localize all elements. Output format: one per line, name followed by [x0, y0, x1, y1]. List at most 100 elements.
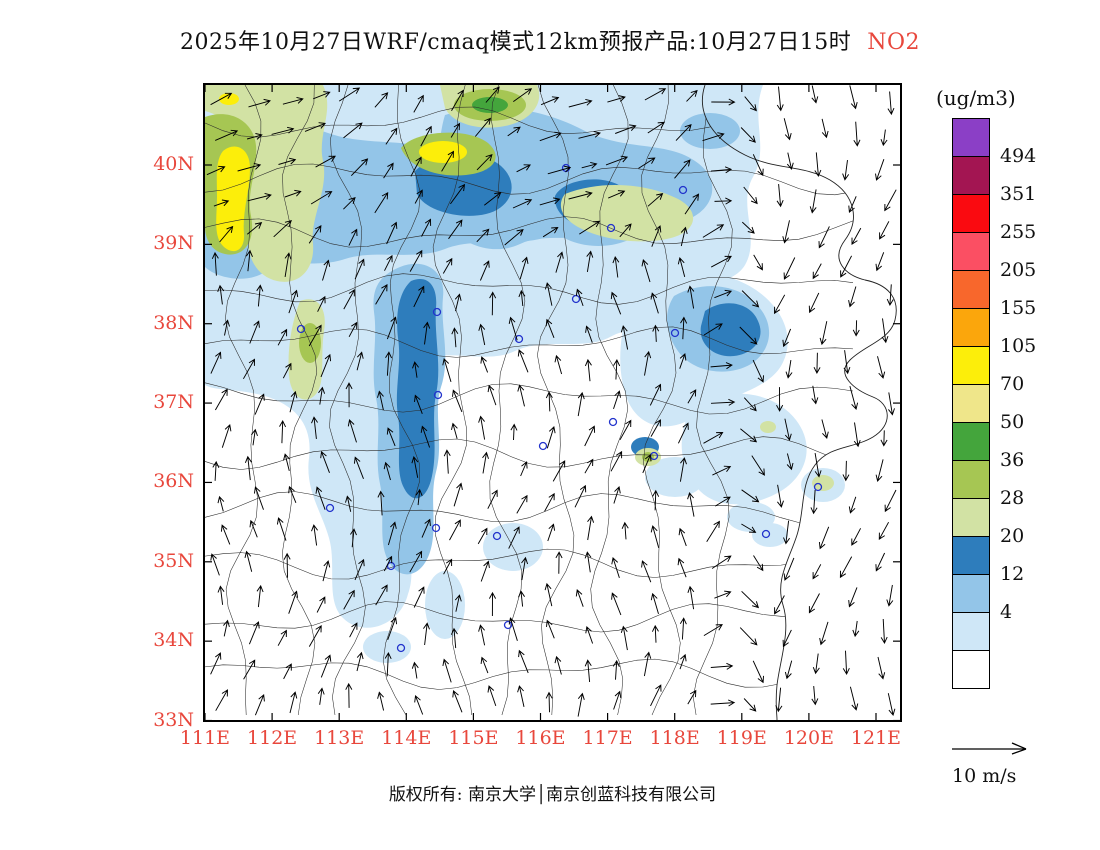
wind-arrow-icon	[818, 226, 830, 249]
wind-arrow-icon	[812, 564, 822, 580]
wind-arrow-icon	[555, 551, 563, 574]
wind-arrow-icon	[710, 662, 734, 670]
wind-arrow-icon	[579, 220, 601, 235]
wind-arrow-icon	[413, 94, 424, 113]
wind-arrow-icon	[518, 590, 525, 607]
wind-arrow-icon	[347, 419, 357, 443]
wind-arrow-icon	[619, 223, 632, 238]
colorbar-tick-label: 12	[1000, 563, 1025, 585]
wind-arrow-icon	[613, 359, 621, 380]
wind-arrow-icon	[415, 488, 423, 506]
wind-arrow-icon	[887, 693, 896, 716]
wind-arrow-icon	[516, 164, 531, 173]
wind-arrow-icon	[842, 160, 850, 181]
wind-arrow-icon	[774, 595, 785, 615]
wind-arrow-icon	[641, 259, 651, 283]
wind-arrow-icon	[489, 291, 497, 316]
lon-tick-label: 111E	[179, 727, 231, 749]
wind-arrow-icon	[420, 425, 431, 448]
lon-tick-label: 121E	[850, 727, 902, 749]
wind-arrow-icon	[377, 390, 384, 411]
wind-arrow-icon	[555, 251, 564, 273]
wind-arrow-icon	[277, 629, 287, 646]
wind-arrow-icon	[647, 192, 664, 207]
wind-arrow-icon	[586, 250, 594, 272]
wind-arrow-icon	[714, 496, 731, 507]
wind-arrow-icon	[374, 92, 389, 108]
wind-arrow-icon	[318, 386, 326, 405]
wind-arrow-icon	[752, 660, 764, 684]
wind-arrow-icon	[677, 257, 686, 278]
wind-arrow-icon	[384, 652, 392, 677]
wind-arrow-icon	[345, 495, 352, 512]
wind-arrow-icon	[711, 98, 736, 106]
wind-arrow-icon	[349, 622, 358, 638]
wind-arrow-icon	[545, 318, 555, 338]
no2-region	[219, 93, 239, 105]
colorbar-box	[952, 612, 990, 651]
lon-tick-label: 119E	[716, 727, 767, 749]
wind-arrow-icon	[308, 324, 322, 347]
wind-arrow-icon	[568, 191, 593, 200]
wind-arrow-icon	[740, 127, 756, 143]
station-marker	[433, 390, 443, 400]
wind-arrow-icon	[517, 685, 525, 708]
lat-tick-label: 35N	[153, 549, 194, 572]
wind-arrow-icon	[575, 288, 584, 307]
wind-arrow-icon	[540, 96, 560, 106]
wind-arrow-icon	[356, 651, 364, 672]
wind-arrow-icon	[256, 584, 264, 608]
wind-arrow-icon	[577, 692, 585, 717]
colorbar-tick-label: 36	[1000, 449, 1025, 471]
wind-arrow-icon	[886, 284, 894, 307]
wind-arrow-icon	[211, 251, 219, 276]
wind-arrow-icon	[474, 117, 492, 137]
wind-arrow-icon	[620, 325, 629, 350]
lat-tick-label: 34N	[153, 629, 194, 652]
colorbar-box	[952, 270, 990, 309]
wind-arrow-icon	[785, 360, 793, 379]
wind-arrow-icon	[886, 584, 894, 607]
wind-arrow-icon	[441, 150, 455, 172]
wind-arrow-icon	[480, 356, 489, 373]
wind-arrow-icon	[539, 131, 562, 142]
wind-arrow-icon	[643, 651, 652, 677]
wind-arrow-icon	[575, 589, 584, 607]
wind-arrow-icon	[777, 484, 784, 508]
wind-arrow-icon	[776, 387, 784, 412]
wind-arrow-icon	[875, 159, 885, 181]
wind-arrow-icon	[585, 325, 593, 343]
wind-arrow-icon	[244, 455, 252, 481]
wind-arrow-icon	[443, 449, 451, 474]
wind-arrow-icon	[350, 158, 369, 177]
wind-arrow-icon	[487, 384, 497, 406]
wind-arrow-icon	[414, 694, 424, 715]
wind-arrow-icon	[650, 292, 659, 314]
colorbar-tick-label: 205	[1000, 259, 1037, 281]
wind-arrow-icon	[345, 382, 353, 408]
wind-arrow-icon	[504, 228, 524, 246]
wind-arrow-icon	[743, 397, 757, 412]
coastline	[701, 85, 897, 720]
wind-arrow-icon	[812, 653, 820, 675]
wind-arrow-icon	[546, 619, 555, 639]
no2-region	[425, 571, 465, 639]
wind-arrow-icon	[423, 622, 430, 646]
wind-arrow-icon	[848, 587, 858, 608]
wind-arrow-icon	[814, 152, 822, 178]
wind-arrow-icon	[488, 591, 497, 617]
wind-arrow-icon	[584, 458, 594, 474]
wind-arrow-icon	[283, 552, 291, 578]
wind-arrow-icon	[421, 518, 431, 538]
wind-arrow-icon	[711, 555, 732, 569]
wind-arrow-icon	[808, 593, 820, 614]
wind-arrow-icon	[454, 594, 462, 612]
wind-arrow-icon	[413, 586, 425, 608]
station-marker	[606, 223, 616, 233]
wind-arrow-icon	[848, 496, 857, 514]
wind-arrow-icon	[714, 590, 732, 599]
wind-arrow-icon	[450, 122, 461, 138]
wind-arrow-icon	[284, 252, 292, 277]
wind-arrow-icon	[310, 191, 333, 205]
wind-arrow-icon	[271, 126, 295, 135]
